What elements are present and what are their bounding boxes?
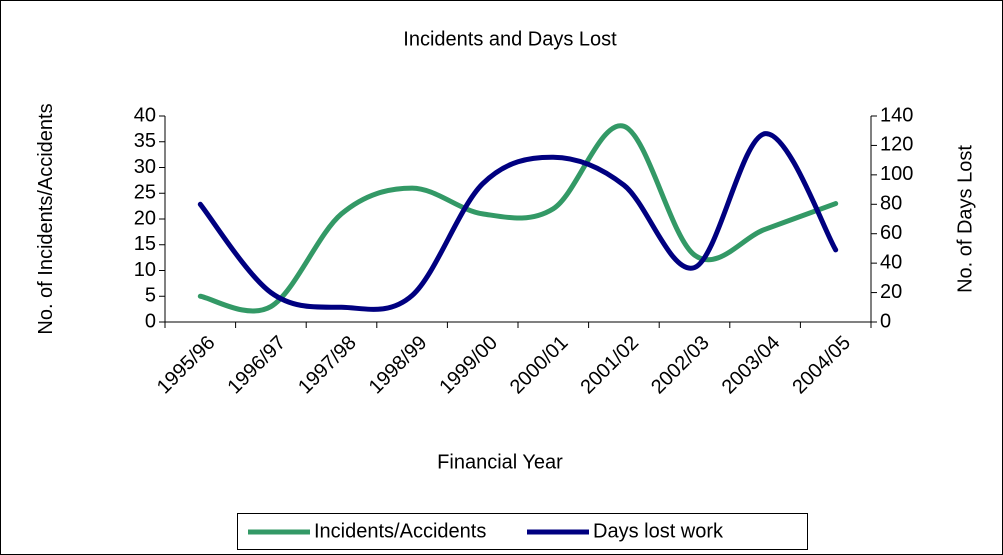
- y-tick-label: 30: [134, 156, 156, 178]
- y-tick-label: 0: [145, 310, 156, 332]
- legend-label: Days lost work: [593, 520, 724, 542]
- x-axis-title: Financial Year: [437, 451, 563, 473]
- chart-title: Incidents and Days Lost: [403, 28, 617, 50]
- y-tick-label: 35: [134, 130, 156, 152]
- y-tick-label: 10: [134, 259, 156, 281]
- y-tick-label: 25: [134, 182, 156, 204]
- y2-tick-label: 60: [880, 222, 902, 244]
- y-axis-title-group: No. of Incidents/Accidents: [35, 103, 57, 335]
- y2-tick-label: 0: [880, 310, 891, 332]
- y2-tick-label: 120: [880, 134, 913, 156]
- series-line: [197, 123, 839, 314]
- y-tick-label: 20: [134, 207, 156, 229]
- y-tick-label: 40: [134, 104, 156, 126]
- series-line: [197, 131, 839, 312]
- y2-tick-label: 100: [880, 163, 913, 185]
- y-axis-title-box: No. of Incidents/Accidents: [35, 103, 57, 335]
- legend-label: Incidents/Accidents: [314, 520, 486, 542]
- y2-tick-label: 80: [880, 193, 902, 215]
- y2-tick-label: 20: [880, 281, 902, 303]
- y-tick-label: 15: [134, 233, 156, 255]
- y-axis-title: No. of Incidents/Accidents: [35, 103, 57, 335]
- legend-box: [237, 513, 808, 550]
- y-tick-label: 5: [145, 285, 156, 307]
- y2-tick-label: 40: [880, 251, 902, 273]
- y2-tick-label: 140: [880, 104, 913, 126]
- y2-axis-title: No. of Days Lost: [954, 145, 976, 293]
